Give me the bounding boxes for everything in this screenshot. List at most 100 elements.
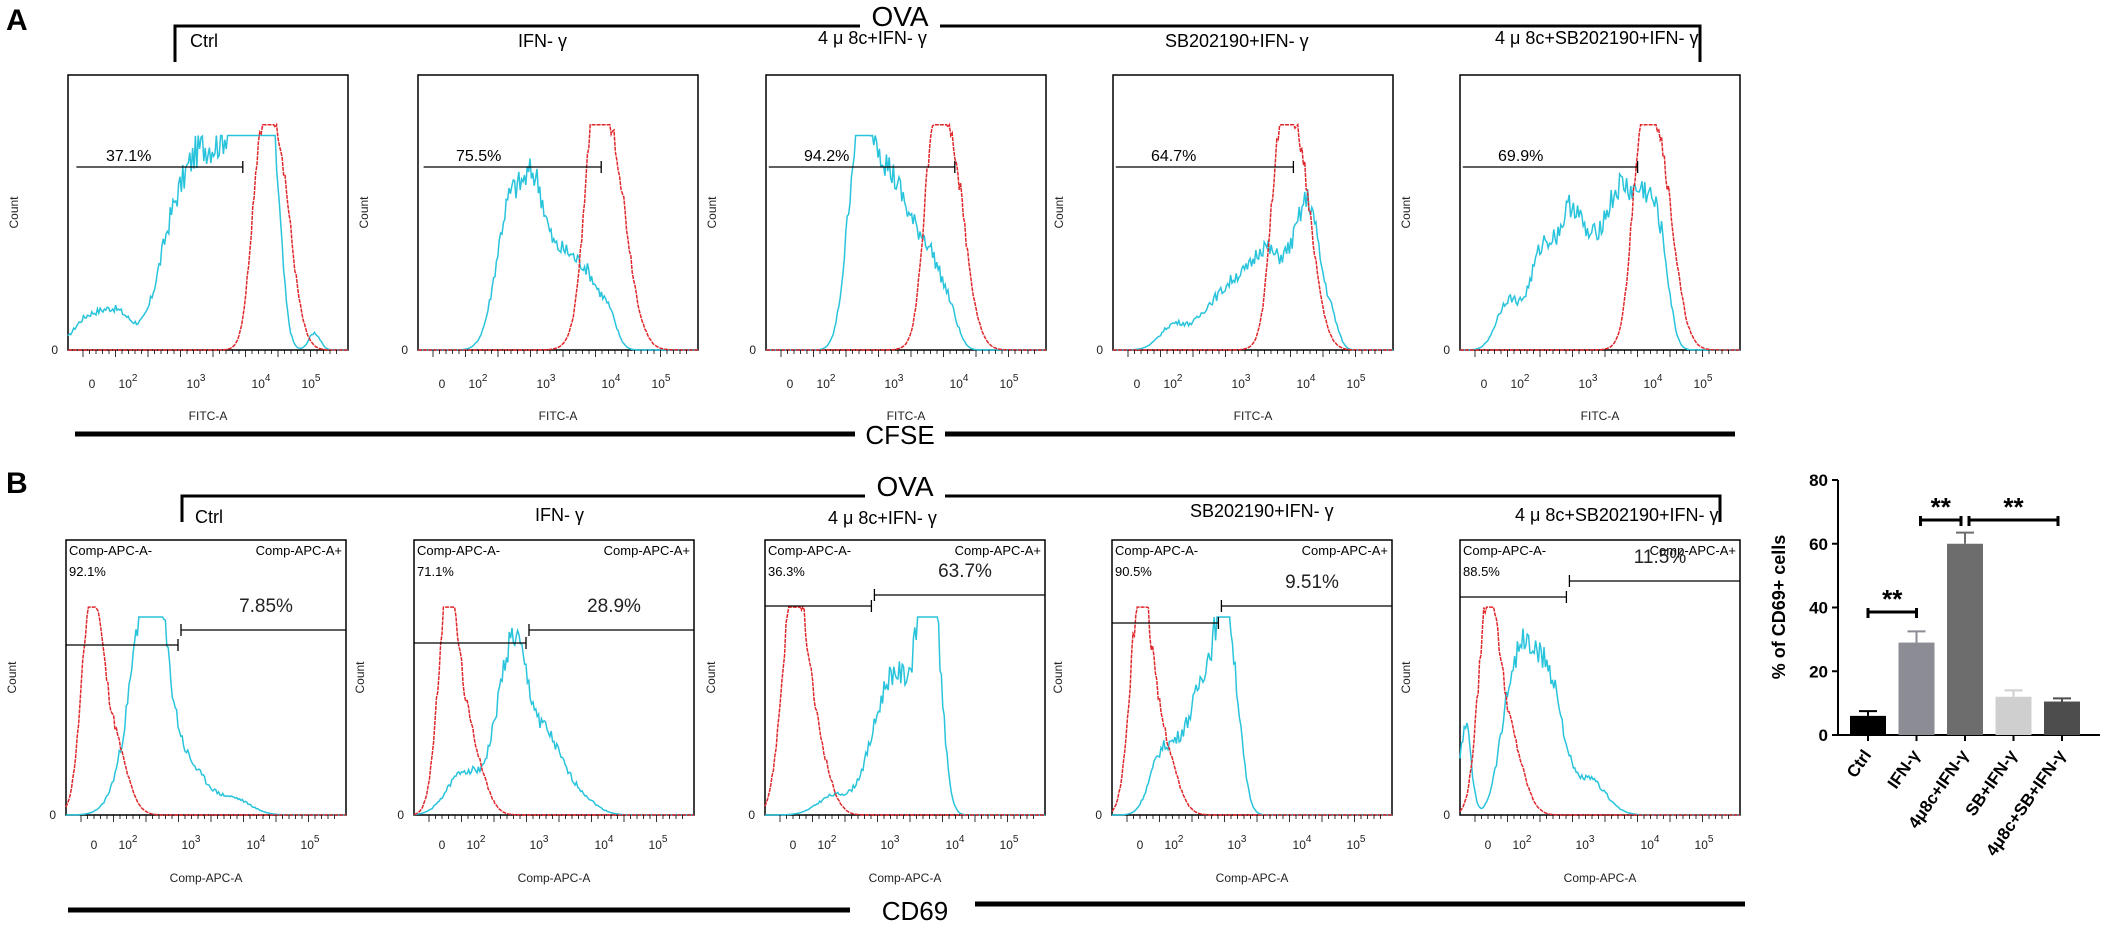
- plot-frame: [1112, 74, 1394, 351]
- x-tick-label: 102: [467, 834, 486, 852]
- gate-percent: 94.2%: [804, 148, 849, 165]
- y-axis-label: Count: [704, 661, 718, 694]
- x-tick-label: 102: [818, 834, 837, 852]
- control-histogram-line: [413, 606, 694, 816]
- neg-gate-percent: 36.3%: [768, 564, 805, 579]
- x-tick-label: 104: [1641, 834, 1660, 852]
- pos-gate-label: Comp-APC-A+: [1302, 543, 1388, 558]
- y-axis-label: Count: [1399, 661, 1413, 694]
- pos-gate-percent: 7.85%: [239, 596, 293, 617]
- x-tick-label: 105: [1000, 373, 1019, 391]
- cd69-footer: CD69: [68, 896, 1745, 925]
- neg-gate-percent: 92.1%: [69, 564, 106, 579]
- neg-gate-label: Comp-APC-A-: [1115, 543, 1198, 558]
- control-histogram-line: [1460, 124, 1740, 351]
- x-axis-label: Comp-APC-A: [1564, 871, 1637, 885]
- ova-label-b: OVA: [876, 471, 933, 502]
- x-tick-label: 102: [119, 834, 138, 852]
- gate-percent: 69.9%: [1498, 148, 1543, 165]
- x-tick-label: 102: [119, 373, 138, 391]
- cfse-histogram: Count 0 94.2% 0 102 103 104 105 FITC-A: [705, 74, 1047, 423]
- condition-label: 4 μ 8c+IFN- γ: [828, 508, 937, 528]
- bar-y-tick-label: 40: [1809, 599, 1828, 618]
- neg-gate-percent: 90.5%: [1115, 564, 1152, 579]
- y-tick-label: 0: [1095, 808, 1102, 822]
- y-tick-label: 0: [401, 343, 408, 357]
- cfse-histogram: Count 0 64.7% 0 102 103 104 105 FITC-A: [1052, 74, 1394, 423]
- y-tick-label: 0: [1096, 343, 1103, 357]
- condition-label: 4 μ 8c+IFN- γ: [818, 28, 927, 48]
- x-tick-label: 104: [1297, 373, 1316, 391]
- x-tick-label: 0: [1137, 838, 1144, 852]
- y-axis-label: Count: [705, 196, 719, 229]
- x-tick-label: 104: [595, 834, 614, 852]
- bar-category-label: IFN-γ: [1884, 746, 1924, 792]
- condition-label: Ctrl: [195, 507, 223, 527]
- x-tick-label: 105: [652, 373, 671, 391]
- x-tick-label: 0: [1134, 377, 1141, 391]
- x-tick-label: 103: [1228, 834, 1247, 852]
- condition-label: SB202190+IFN- γ: [1165, 31, 1309, 51]
- x-tick-label: 104: [1293, 834, 1312, 852]
- x-tick-label: 105: [302, 373, 321, 391]
- x-tick-label: 104: [247, 834, 266, 852]
- bar-category-label: Ctrl: [1843, 746, 1875, 781]
- plot-frame: [765, 74, 1047, 351]
- x-axis-label: Comp-APC-A: [170, 871, 243, 885]
- x-tick-label: 103: [881, 834, 900, 852]
- x-axis-label: FITC-A: [1234, 409, 1273, 423]
- pos-gate-label: Comp-APC-A+: [604, 543, 690, 558]
- gate-percent: 37.1%: [106, 148, 151, 165]
- ova-bracket-b: OVA: [180, 471, 1722, 522]
- x-tick-label: 103: [1579, 373, 1598, 391]
- control-histogram-line: [65, 606, 346, 816]
- condition-label: IFN- γ: [518, 31, 567, 51]
- condition-label: SB202190+IFN- γ: [1190, 501, 1334, 521]
- treated-histogram-line: [1459, 628, 1740, 816]
- plot-frame: [65, 539, 347, 816]
- panel-letter-a: A: [6, 4, 28, 37]
- bar: [2044, 701, 2080, 735]
- control-histogram-line: [68, 122, 348, 351]
- panel-letter-b: B: [6, 467, 28, 500]
- x-tick-label: 0: [787, 377, 794, 391]
- condition-label: IFN- γ: [535, 505, 584, 525]
- ova-label-a: OVA: [871, 1, 928, 32]
- bar-y-tick-label: 20: [1809, 662, 1828, 681]
- histogram-layer: Count 0 37.1% 0 102 103 104 105 FITC-A Count 0 75.5…: [5, 74, 1741, 885]
- plot-frame: [417, 74, 699, 351]
- y-axis-label: Count: [353, 661, 367, 694]
- condition-label: 4 μ 8c+SB202190+IFN- γ: [1515, 505, 1718, 525]
- bar: [1898, 642, 1935, 735]
- x-tick-label: 0: [790, 838, 797, 852]
- x-tick-label: 0: [1481, 377, 1488, 391]
- y-tick-label: 0: [749, 343, 756, 357]
- neg-gate-percent: 88.5%: [1463, 564, 1500, 579]
- cfse-footer: CFSE: [75, 420, 1735, 450]
- x-tick-label: 103: [182, 834, 201, 852]
- cd69-histogram: Count 0 Comp-APC-A- Comp-APC-A+ 92.1% 7.85% 0 1…: [5, 539, 347, 885]
- y-axis-label: Count: [1399, 196, 1413, 229]
- control-histogram-line: [1459, 606, 1740, 816]
- significance-label: **: [1931, 492, 1952, 522]
- x-tick-label: 105: [649, 834, 668, 852]
- cd69-label: CD69: [882, 896, 948, 925]
- pos-gate-percent: 9.51%: [1285, 572, 1339, 593]
- pos-gate-label: Comp-APC-A+: [955, 543, 1041, 558]
- plot-frame: [1111, 539, 1393, 816]
- x-tick-label: 103: [187, 373, 206, 391]
- x-tick-label: 0: [439, 377, 446, 391]
- y-tick-label: 0: [49, 808, 56, 822]
- cd69-histogram: Count 0 Comp-APC-A- Comp-APC-A+ 90.5% 9.51% 0 1…: [1051, 539, 1393, 885]
- gate-percent: 75.5%: [456, 148, 501, 165]
- condition-label: 4 μ 8c+SB202190+IFN- γ: [1495, 28, 1698, 48]
- control-histogram-line: [1111, 606, 1392, 816]
- x-tick-label: 102: [1165, 834, 1184, 852]
- x-tick-label: 104: [1644, 373, 1663, 391]
- neg-gate-percent: 71.1%: [417, 564, 454, 579]
- x-axis-label: Comp-APC-A: [518, 871, 591, 885]
- condition-label: Ctrl: [190, 31, 218, 51]
- x-tick-label: 105: [1694, 373, 1713, 391]
- pos-gate-percent: 11.5%: [1634, 547, 1687, 568]
